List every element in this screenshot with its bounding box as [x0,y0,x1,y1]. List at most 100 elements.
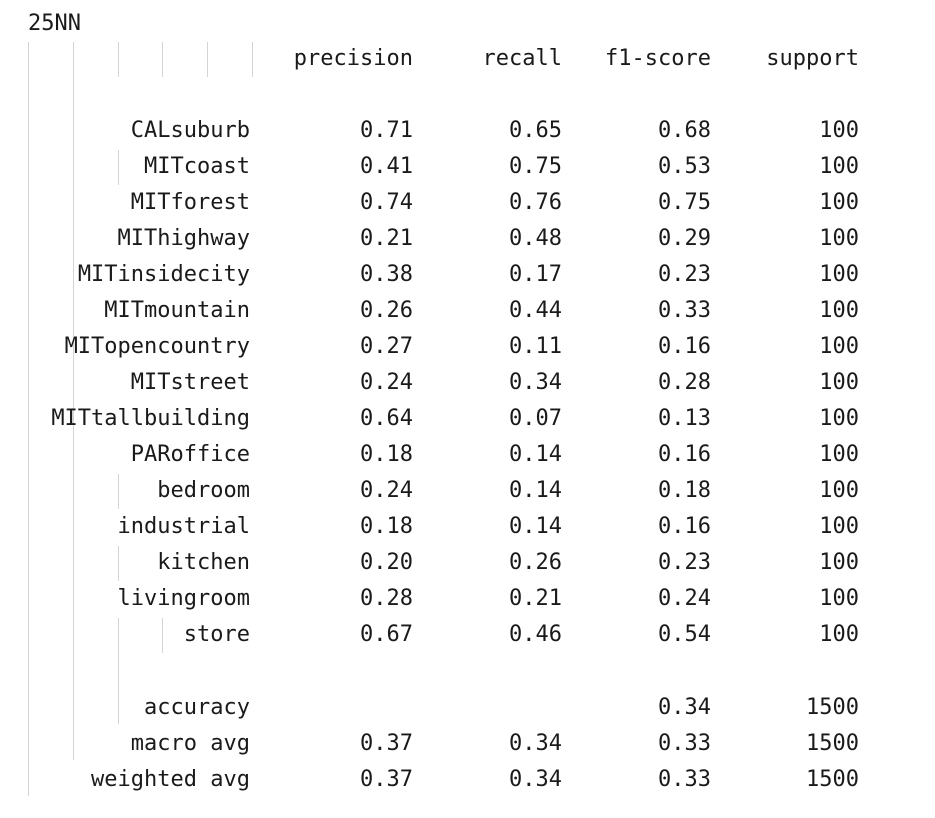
precision-value: 0.20 [360,550,413,575]
f1-score-value: 0.23 [658,262,711,287]
row-label: MITtallbuilding [51,406,250,431]
f1-score-value: 0.16 [658,514,711,539]
support-value: 100 [819,442,859,467]
support-value: 100 [819,370,859,395]
precision-value: 0.67 [360,622,413,647]
f1-score-value: 0.33 [658,731,711,756]
f1-score-value: 0.75 [658,190,711,215]
recall-value: 0.26 [509,550,562,575]
support-value: 100 [819,586,859,611]
f1-score-value: 0.34 [658,695,711,720]
recall-value: 0.07 [509,406,562,431]
header-precision: precision [293,46,413,71]
row-label: kitchen [157,550,250,575]
precision-value: 0.27 [360,334,413,359]
recall-value: 0.17 [509,262,562,287]
f1-score-value: 0.28 [658,370,711,395]
row-label: CALsuburb [130,118,250,143]
precision-value: 0.21 [360,226,413,251]
support-value: 100 [819,118,859,143]
indent-guide [207,42,208,77]
recall-value: 0.48 [509,226,562,251]
precision-value: 0.74 [360,190,413,215]
row-label: livingroom [117,586,250,611]
precision-value: 0.24 [360,478,413,503]
precision-value: 0.28 [360,586,413,611]
f1-score-value: 0.16 [658,334,711,359]
recall-value: 0.14 [509,442,562,467]
support-value: 100 [819,550,859,575]
indent-guide [28,42,29,796]
recall-value: 0.75 [509,154,562,179]
recall-value: 0.65 [509,118,562,143]
support-value: 100 [819,154,859,179]
row-label: macro avg [130,731,250,756]
f1-score-value: 0.33 [658,298,711,323]
row-label: bedroom [157,478,250,503]
f1-score-value: 0.33 [658,767,711,792]
recall-value: 0.34 [509,731,562,756]
indent-guide [118,42,119,77]
support-value: 1500 [806,731,859,756]
precision-value: 0.26 [360,298,413,323]
f1-score-value: 0.13 [658,406,711,431]
header-recall: recall [482,46,562,71]
precision-value: 0.37 [360,767,413,792]
row-label: accuracy [144,695,250,720]
support-value: 100 [819,622,859,647]
support-value: 100 [819,298,859,323]
row-label: MITforest [130,190,250,215]
row-label: MITcoast [144,154,250,179]
recall-value: 0.76 [509,190,562,215]
row-label: MITmountain [104,298,250,323]
f1-score-value: 0.24 [658,586,711,611]
indent-guide [118,546,119,581]
row-label: MITopencountry [64,334,250,359]
indent-guide [118,150,119,185]
recall-value: 0.34 [509,767,562,792]
row-label: store [183,622,250,647]
support-value: 100 [819,406,859,431]
support-value: 100 [819,514,859,539]
support-value: 100 [819,190,859,215]
header-support: support [766,46,859,71]
f1-score-value: 0.53 [658,154,711,179]
support-value: 100 [819,226,859,251]
recall-value: 0.21 [509,586,562,611]
f1-score-value: 0.29 [658,226,711,251]
precision-value: 0.64 [360,406,413,431]
f1-score-value: 0.23 [658,550,711,575]
precision-value: 0.24 [360,370,413,395]
indent-guide [162,42,163,77]
f1-score-value: 0.54 [658,622,711,647]
precision-value: 0.41 [360,154,413,179]
indent-guide [118,618,119,724]
support-value: 1500 [806,767,859,792]
precision-value: 0.18 [360,514,413,539]
row-label: PARoffice [130,442,250,467]
recall-value: 0.44 [509,298,562,323]
recall-value: 0.11 [509,334,562,359]
support-value: 100 [819,334,859,359]
header-f1-score: f1-score [605,46,711,71]
support-value: 100 [819,262,859,287]
recall-value: 0.46 [509,622,562,647]
indent-guide [118,474,119,509]
report-title: 25NN [28,11,81,36]
row-label: MITinsidecity [77,262,250,287]
precision-value: 0.38 [360,262,413,287]
row-label: MITstreet [130,370,250,395]
support-value: 1500 [806,695,859,720]
precision-value: 0.37 [360,731,413,756]
f1-score-value: 0.18 [658,478,711,503]
row-label: industrial [117,514,250,539]
support-value: 100 [819,478,859,503]
recall-value: 0.34 [509,370,562,395]
recall-value: 0.14 [509,478,562,503]
row-label: MIThighway [117,226,250,251]
precision-value: 0.18 [360,442,413,467]
f1-score-value: 0.16 [658,442,711,467]
recall-value: 0.14 [509,514,562,539]
row-label: weighted avg [91,767,250,792]
indent-guide [73,42,74,760]
